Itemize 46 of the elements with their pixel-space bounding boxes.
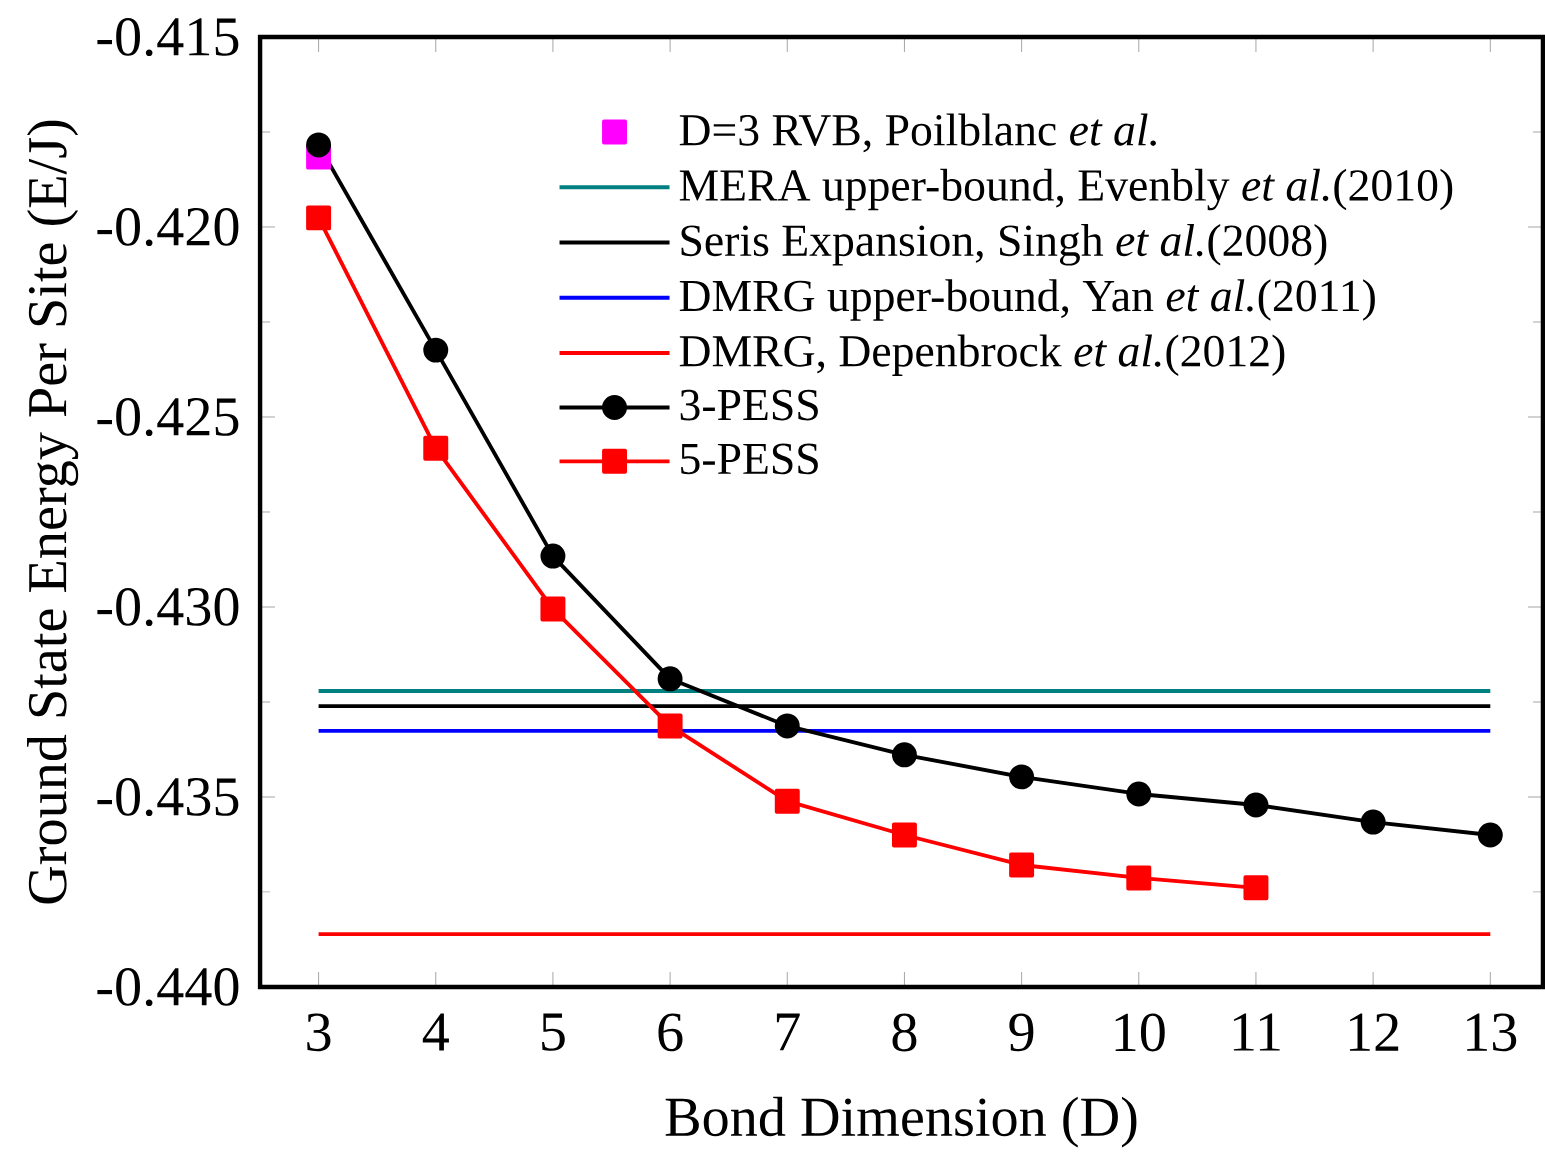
- point: [306, 132, 332, 158]
- point: [891, 822, 917, 848]
- point: [657, 713, 683, 739]
- x-axis-title: Bond Dimension (D): [665, 1096, 1137, 1148]
- x-tick-label: 11: [1233, 1013, 1280, 1051]
- point: [1126, 865, 1152, 891]
- point: [423, 337, 449, 363]
- point: [306, 205, 332, 231]
- x-tick-label: 4: [422, 1013, 449, 1051]
- point: [891, 742, 917, 768]
- point: [540, 543, 566, 569]
- point: [423, 435, 449, 461]
- y-tick-label: -0.425: [97, 397, 239, 437]
- y-tick-label: -0.440: [97, 967, 239, 1007]
- x-tick-label: 5: [542, 1013, 565, 1051]
- x-tick-label: 13: [1467, 1013, 1517, 1052]
- legend-label: Seris Expansion, Singh et al.(2008): [681, 224, 1327, 266]
- legend-label: DMRG, Depenbrock et al.(2012): [679, 334, 1285, 376]
- x-tick-label: 12: [1349, 1013, 1399, 1051]
- x-tick-label: 8: [892, 1013, 917, 1052]
- legend-label: MERA upper-bound, Evenbly et al.(2010): [679, 168, 1453, 211]
- legend-label: 3-PESS: [680, 389, 818, 421]
- y-tick-label: -0.415: [97, 17, 239, 57]
- point: [774, 713, 800, 739]
- x-tick-label: 3: [307, 1013, 331, 1052]
- point: [657, 666, 683, 692]
- legend-label: DMRG upper-bound, Yan et al.(2011): [679, 279, 1375, 321]
- x-tick-label: 9: [1009, 1013, 1034, 1052]
- x-tick-label: 6: [658, 1013, 683, 1052]
- y-tick-label: -0.420: [97, 207, 239, 247]
- y-axis-title: Ground State Energy Per Site (E/J): [27, 120, 79, 904]
- point: [1243, 875, 1269, 901]
- point: [540, 596, 566, 622]
- point: [1477, 822, 1503, 848]
- point: [1360, 809, 1386, 835]
- legend-label: D=3 RVB, Poilblanc et al.: [679, 113, 1156, 153]
- legend-label: 5-PESS: [681, 443, 818, 475]
- point: [1009, 764, 1035, 790]
- point: [1126, 781, 1152, 807]
- x-tick-label: 7: [776, 1013, 800, 1051]
- point: [1009, 852, 1035, 878]
- y-tick-label: -0.430: [97, 587, 239, 627]
- y-tick-label: -0.435: [97, 777, 239, 817]
- x-tick-label: 10: [1115, 1013, 1165, 1052]
- point: [774, 788, 800, 814]
- point: [1243, 792, 1269, 818]
